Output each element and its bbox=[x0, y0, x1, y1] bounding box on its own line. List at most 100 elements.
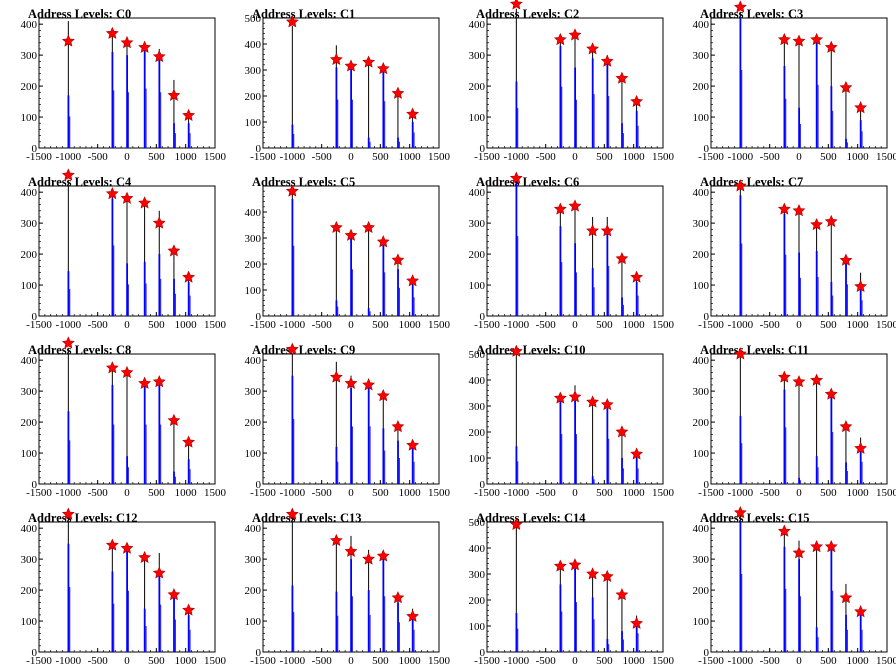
y-tick-label: 300 bbox=[245, 554, 262, 566]
histogram-bar bbox=[67, 271, 70, 316]
peak-marker bbox=[406, 107, 420, 120]
x-tick-label: 0 bbox=[348, 655, 354, 667]
x-tick-label: -1000 bbox=[727, 319, 753, 331]
x-tick-label: -500 bbox=[88, 151, 109, 163]
y-tick-label: 300 bbox=[469, 218, 486, 230]
peak-marker bbox=[391, 419, 405, 433]
x-tick-label: 500 bbox=[148, 319, 165, 331]
x-tick-label: 1500 bbox=[652, 319, 675, 331]
histogram-bar bbox=[158, 55, 161, 149]
peak-marker bbox=[792, 546, 806, 559]
histogram-bar bbox=[739, 18, 742, 148]
x-tick-label: 1000 bbox=[847, 151, 870, 163]
x-tick-label: -500 bbox=[312, 319, 333, 331]
peak-marker bbox=[630, 270, 644, 283]
histogram-bar bbox=[367, 308, 370, 316]
y-tick-label: 200 bbox=[469, 249, 486, 261]
histogram-bar bbox=[397, 269, 399, 316]
histogram-bar bbox=[739, 522, 742, 652]
x-tick-label: -1000 bbox=[279, 151, 305, 163]
chart-panel-10: Address Levels: C10 0 100 200 300 400 500 -1500… bbox=[469, 343, 675, 499]
peak-marker bbox=[553, 391, 567, 404]
y-tick-label: 0 bbox=[480, 479, 486, 491]
x-tick-label: -1500 bbox=[698, 319, 724, 331]
chart-title: Address Levels: C11 bbox=[700, 343, 809, 357]
y-tick-label: 300 bbox=[469, 401, 486, 413]
peak-marker bbox=[568, 390, 582, 403]
peak-marker bbox=[329, 220, 343, 234]
histogram-bar bbox=[606, 232, 609, 316]
peak-marker bbox=[733, 0, 747, 13]
histogram-bar bbox=[126, 55, 128, 149]
y-tick-label: 300 bbox=[21, 50, 38, 62]
histogram-bar bbox=[783, 546, 786, 652]
histogram-bar bbox=[845, 263, 847, 316]
peak-marker bbox=[586, 42, 600, 55]
y-tick-label: 0 bbox=[704, 311, 710, 323]
peak-marker bbox=[854, 101, 868, 114]
peak-marker bbox=[854, 441, 868, 454]
y-tick-label: 0 bbox=[480, 143, 486, 155]
x-tick-label: 1000 bbox=[623, 487, 646, 499]
histogram-bar bbox=[621, 631, 623, 652]
y-tick-label: 200 bbox=[693, 585, 710, 597]
peak-marker bbox=[568, 199, 582, 212]
peak-marker bbox=[105, 186, 119, 200]
y-tick-label: 0 bbox=[704, 479, 710, 491]
chart-title: Address Levels: C0 bbox=[28, 7, 131, 21]
x-tick-label: 1500 bbox=[652, 655, 675, 667]
peak-marker bbox=[568, 28, 582, 41]
y-tick-label: 300 bbox=[245, 233, 262, 245]
x-tick-label: -1000 bbox=[503, 487, 529, 499]
chart-panel-11: Address Levels: C11 0 100 200 300 400 -1500 -10… bbox=[693, 343, 896, 499]
peak-marker bbox=[376, 389, 390, 402]
histogram-bar bbox=[515, 446, 518, 484]
x-tick-label: 0 bbox=[348, 487, 354, 499]
y-tick-label: 400 bbox=[693, 523, 710, 535]
peak-marker bbox=[839, 419, 853, 433]
histogram-bar bbox=[291, 585, 294, 652]
histogram-bar bbox=[187, 281, 190, 316]
histogram-bar bbox=[411, 284, 414, 316]
y-tick-label: 400 bbox=[693, 187, 710, 199]
histogram-bar bbox=[173, 471, 175, 484]
y-tick-label: 200 bbox=[21, 585, 38, 597]
histogram-bar bbox=[515, 81, 518, 148]
peak-marker bbox=[120, 191, 134, 204]
peak-marker bbox=[362, 55, 376, 68]
y-tick-label: 200 bbox=[245, 417, 262, 429]
peak-marker bbox=[630, 94, 644, 108]
y-tick-label: 100 bbox=[245, 616, 262, 628]
histogram-bar bbox=[739, 195, 742, 316]
histogram-bar bbox=[798, 252, 800, 316]
x-tick-label: 1500 bbox=[876, 319, 896, 331]
peak-marker bbox=[600, 224, 614, 237]
peak-marker bbox=[285, 15, 299, 28]
histogram-bar bbox=[143, 608, 146, 652]
peak-marker bbox=[344, 59, 358, 72]
y-tick-label: 100 bbox=[693, 448, 710, 460]
peak-marker bbox=[329, 370, 343, 383]
chart-title: Address Levels: C6 bbox=[476, 175, 579, 189]
y-tick-label: 400 bbox=[245, 207, 262, 219]
peak-marker bbox=[568, 558, 582, 571]
x-tick-label: 1000 bbox=[623, 319, 646, 331]
peak-marker bbox=[105, 538, 119, 551]
peak-marker bbox=[182, 603, 196, 616]
peak-marker bbox=[61, 34, 75, 47]
peak-marker bbox=[167, 88, 181, 101]
histogram-bar bbox=[606, 408, 609, 484]
x-tick-label: -1000 bbox=[727, 655, 753, 667]
histogram-bar bbox=[143, 384, 146, 484]
peak-marker bbox=[777, 524, 791, 537]
chart-title: Address Levels: C10 bbox=[476, 343, 586, 357]
histogram-bar bbox=[830, 86, 833, 148]
y-tick-label: 0 bbox=[256, 647, 262, 659]
y-tick-label: 200 bbox=[21, 417, 38, 429]
y-tick-label: 200 bbox=[693, 81, 710, 93]
x-tick-label: 1000 bbox=[399, 319, 422, 331]
x-tick-label: -500 bbox=[760, 655, 781, 667]
x-tick-label: 1500 bbox=[428, 319, 451, 331]
peak-marker bbox=[391, 591, 405, 604]
